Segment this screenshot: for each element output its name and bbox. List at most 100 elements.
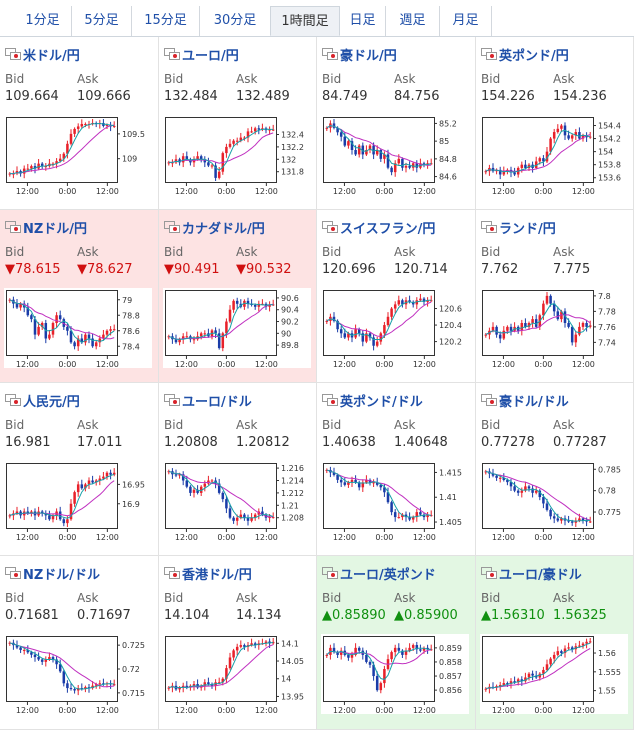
tab-1hour[interactable]: 1時間足 bbox=[270, 6, 340, 36]
plot-frame bbox=[165, 636, 277, 702]
candle-body bbox=[98, 478, 102, 481]
candle-body bbox=[221, 678, 225, 683]
nz-jp-flag-icon bbox=[5, 221, 21, 233]
candle-body bbox=[217, 483, 221, 493]
tab-5min[interactable]: 5分足 bbox=[72, 6, 132, 36]
candle-body bbox=[30, 511, 33, 514]
ask-label: Ask bbox=[77, 418, 99, 432]
pair-link[interactable]: ユーロ/豪ドル bbox=[481, 564, 582, 583]
pair-link[interactable]: ユーロ/ドル bbox=[164, 391, 252, 410]
pair-link[interactable]: 豪ドル/円 bbox=[322, 45, 397, 64]
pair-link[interactable]: 豪ドル/ドル bbox=[481, 391, 569, 410]
candle-body bbox=[379, 683, 383, 691]
price-chart[interactable]: 79 78.8 78.6 78.4 12:00 0:00 12:00 bbox=[4, 288, 152, 368]
candle-body bbox=[102, 476, 105, 479]
price-chart[interactable]: 0.859 0.858 0.857 0.856 12:00 0:00 12:00 bbox=[321, 634, 469, 714]
candle-body bbox=[393, 163, 397, 173]
price-chart[interactable]: 16.95 16.9 12:00 0:00 12:00 bbox=[4, 461, 152, 541]
pair-link[interactable]: NZドル/ドル bbox=[5, 564, 100, 583]
candle-body bbox=[404, 650, 408, 655]
price-chart[interactable]: 0.785 0.78 0.775 12:00 0:00 12:00 bbox=[480, 461, 628, 541]
candle-body bbox=[196, 156, 199, 160]
tab-30min[interactable]: 30分足 bbox=[213, 13, 257, 28]
candle-body bbox=[357, 647, 361, 651]
za-jp-flag-icon bbox=[481, 221, 497, 233]
candle-body bbox=[26, 168, 30, 170]
x-tick-label: 0:00 bbox=[375, 187, 393, 195]
price-chart[interactable]: 1.216 1.214 1.212 1.21 1.208 12:00 0:00 12:00 bbox=[163, 461, 311, 541]
tab-1min[interactable]: 1分足 bbox=[14, 6, 72, 36]
candle-body bbox=[393, 304, 397, 309]
au-jp-flag-icon bbox=[322, 48, 338, 60]
au-us-flag-icon bbox=[481, 394, 497, 406]
candle-body bbox=[520, 164, 524, 168]
candle-body bbox=[502, 683, 506, 685]
pair-name: スイスフラン/円 bbox=[340, 221, 436, 237]
tab-weekly[interactable]: 週足 bbox=[386, 6, 440, 36]
moving-average-long bbox=[9, 124, 115, 175]
y-tick-label: 14 bbox=[281, 675, 291, 684]
plot-frame bbox=[165, 463, 277, 529]
pair-name: 香港ドル/円 bbox=[182, 567, 252, 583]
candle-body bbox=[73, 342, 76, 347]
candle-body bbox=[243, 645, 246, 647]
pair-link[interactable]: 英ポンド/円 bbox=[481, 45, 569, 64]
pair-link[interactable]: ランド/円 bbox=[481, 218, 556, 237]
price-chart[interactable]: 120.6 120.4 120.2 12:00 0:00 12:00 bbox=[321, 288, 469, 368]
candle-body bbox=[44, 659, 48, 662]
pair-link[interactable]: カナダドル/円 bbox=[164, 218, 265, 237]
tab-15min[interactable]: 15分足 bbox=[132, 6, 200, 36]
pair-name: ユーロ/豪ドル bbox=[499, 567, 582, 583]
pair-name: 豪ドル/ドル bbox=[499, 394, 569, 410]
y-tick-label: 1.56 bbox=[598, 649, 616, 658]
candle-body bbox=[538, 158, 542, 162]
candle-body bbox=[225, 668, 228, 679]
pair-link[interactable]: 香港ドル/円 bbox=[164, 564, 252, 583]
candle-body bbox=[66, 143, 69, 154]
bid-label: Bid bbox=[5, 591, 25, 605]
tab-daily[interactable]: 日足 bbox=[340, 6, 386, 36]
tab-monthly[interactable]: 月足 bbox=[440, 6, 492, 36]
candle-body bbox=[73, 128, 76, 134]
candle-body bbox=[509, 681, 513, 684]
candle-body bbox=[62, 319, 66, 327]
x-tick-label: 12:00 bbox=[16, 533, 39, 541]
moving-average-short bbox=[168, 302, 274, 340]
price-chart[interactable]: 132.4 132.2 132 131.8 12:00 0:00 12:00 bbox=[163, 115, 311, 195]
x-tick-label: 12:00 bbox=[333, 187, 356, 195]
candle-body bbox=[94, 684, 98, 686]
pair-link[interactable]: 人民元/円 bbox=[5, 391, 80, 410]
x-tick-label: 12:00 bbox=[96, 533, 119, 541]
candle-body bbox=[51, 163, 55, 165]
candle-body bbox=[516, 679, 520, 683]
pair-link[interactable]: ユーロ/円 bbox=[164, 45, 239, 64]
candle-body bbox=[221, 333, 225, 349]
y-tick-label: 89.8 bbox=[281, 341, 299, 350]
price-chart[interactable]: 1.56 1.555 1.55 12:00 0:00 12:00 bbox=[480, 634, 628, 714]
price-chart[interactable]: 90.6 90.4 90.2 90 89.8 12:00 0:00 12:00 bbox=[163, 288, 311, 368]
rate-card: ユーロ/豪ドル Bid Ask ▲1.56310 1.56325 1.56 1.555 1.5… bbox=[476, 556, 634, 730]
moving-average-long bbox=[326, 301, 432, 337]
ask-label: Ask bbox=[553, 591, 575, 605]
pair-link[interactable]: スイスフラン/円 bbox=[322, 218, 436, 237]
pair-link[interactable]: 米ドル/円 bbox=[5, 45, 80, 64]
price-chart[interactable]: 7.8 7.78 7.76 7.74 12:00 0:00 12:00 bbox=[480, 288, 628, 368]
price-chart[interactable]: 109.5 109 12:00 0:00 12:00 bbox=[4, 115, 152, 195]
candle-body bbox=[372, 145, 375, 155]
pair-link[interactable]: ユーロ/英ポンド bbox=[322, 564, 436, 583]
x-tick-label: 12:00 bbox=[413, 706, 436, 714]
candle-body bbox=[498, 477, 502, 479]
bid-label: Bid bbox=[322, 72, 342, 86]
pair-link[interactable]: NZドル/円 bbox=[5, 218, 87, 237]
rate-card: 英ポンド/円 Bid Ask 154.226 154.236 154.4 154.2 154 1… bbox=[476, 37, 634, 210]
candle-body bbox=[397, 647, 401, 651]
candle-body bbox=[268, 517, 271, 519]
y-tick-label: 120.6 bbox=[439, 305, 462, 314]
candle-body bbox=[347, 654, 350, 658]
pair-link[interactable]: 英ポンド/ドル bbox=[322, 391, 423, 410]
